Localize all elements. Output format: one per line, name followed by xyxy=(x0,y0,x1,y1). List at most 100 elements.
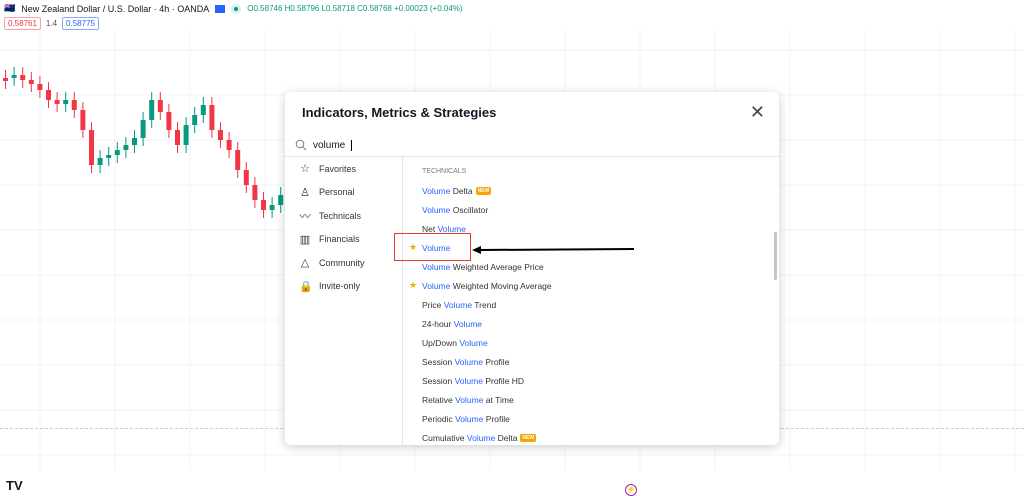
lightning-icon[interactable]: ⚡ xyxy=(625,484,637,496)
item-prefix: 24-hour xyxy=(422,318,454,329)
candle xyxy=(71,100,77,110)
item-prefix: Net xyxy=(422,223,438,234)
category-label: Technicals xyxy=(319,210,362,221)
indicator-item[interactable]: Net Volume xyxy=(404,219,779,238)
favorite-star-icon[interactable]: ★ xyxy=(409,242,418,252)
candle xyxy=(166,112,172,130)
category-community[interactable]: △ Community xyxy=(285,251,402,275)
category-personal[interactable]: ♙ Personal xyxy=(285,181,402,205)
item-match: Volume xyxy=(459,337,488,348)
item-match: Volume xyxy=(466,432,496,443)
star-icon: ☆ xyxy=(300,163,310,176)
item-match: Volume xyxy=(422,242,451,253)
indicator-item[interactable]: Volume Weighted Average Price xyxy=(404,257,779,276)
item-prefix: Price xyxy=(422,299,444,310)
search-icon xyxy=(295,139,307,151)
item-prefix: Up/Down xyxy=(422,337,460,348)
item-suffix: Profile xyxy=(483,413,510,424)
candle xyxy=(89,130,94,165)
sell-button[interactable]: 0.58761 xyxy=(4,17,41,30)
item-match: Volume xyxy=(437,223,466,234)
category-label: Invite-only xyxy=(319,281,361,292)
candle xyxy=(114,150,120,155)
item-match: Volume xyxy=(422,185,451,196)
item-suffix: Delta xyxy=(450,185,473,196)
item-match: Volume xyxy=(443,299,473,310)
item-match: Volume xyxy=(454,356,483,367)
buy-button[interactable]: 0.58775 xyxy=(62,17,99,30)
item-suffix: at Time xyxy=(483,394,514,405)
candle xyxy=(46,90,51,100)
indicator-item[interactable]: Cumulative Volume Delta NEW xyxy=(404,428,779,445)
highlight-box xyxy=(394,233,471,261)
divider xyxy=(285,156,779,157)
indicator-item[interactable]: Session Volume Profile xyxy=(404,352,779,371)
item-prefix: Session xyxy=(422,375,455,386)
item-match: Volume xyxy=(422,261,451,272)
category-label: Community xyxy=(319,257,365,268)
new-badge: NEW xyxy=(475,186,492,195)
tradingview-logo[interactable]: TV xyxy=(6,478,23,493)
candle xyxy=(54,100,60,104)
indicator-item[interactable]: ★ Volume Weighted Moving Average xyxy=(404,276,779,295)
candle xyxy=(157,100,163,112)
indicator-item[interactable]: Volume Delta NEW xyxy=(404,181,779,200)
indicator-item[interactable]: Relative Volume at Time xyxy=(404,390,779,409)
indicator-item[interactable]: ★ Volume xyxy=(404,238,779,257)
user-icon: ♙ xyxy=(300,186,310,199)
close-icon[interactable]: ✕ xyxy=(749,102,765,122)
symbol-header: 🇳🇿 New Zealand Dollar / U.S. Dollar · 4h… xyxy=(4,3,463,14)
indicators-dialog: Indicators, Metrics & Strategies ✕ volum… xyxy=(285,92,779,445)
new-badge: NEW xyxy=(520,433,537,442)
candle xyxy=(235,150,241,170)
search-input[interactable]: volume xyxy=(313,139,346,151)
candle xyxy=(63,100,69,104)
item-prefix: Periodic xyxy=(422,413,456,424)
mountain-icon: △ xyxy=(300,257,310,270)
item-match: Volume xyxy=(454,375,483,386)
item-suffix: Weighted Moving Average xyxy=(450,280,552,291)
bookmark-icon[interactable] xyxy=(215,4,226,13)
candle xyxy=(175,130,180,145)
candle xyxy=(28,80,34,84)
search-bar[interactable]: volume xyxy=(295,136,769,154)
lock-icon: 🔒 xyxy=(299,280,313,293)
candle xyxy=(261,200,266,210)
candle xyxy=(252,185,258,200)
candle xyxy=(123,145,129,150)
category-invite-only[interactable]: 🔒 Invite-only xyxy=(285,275,402,299)
candle xyxy=(106,155,112,158)
market-open-icon xyxy=(231,3,242,14)
arrow-annotation xyxy=(472,246,635,254)
symbol-title[interactable]: New Zealand Dollar / U.S. Dollar · 4h · … xyxy=(21,3,210,14)
item-suffix: Weighted Average Price xyxy=(450,261,544,272)
item-match: Volume xyxy=(455,413,484,424)
indicator-item[interactable]: Up/Down Volume xyxy=(404,333,779,352)
indicator-item[interactable]: Price Volume Trend xyxy=(404,295,779,314)
indicator-item[interactable]: Periodic Volume Profile xyxy=(404,409,779,428)
category-list: ☆ Favorites ♙ Personal 〰 Technicals ▥ Financial… xyxy=(285,157,403,445)
indicator-item[interactable]: Volume Oscillator xyxy=(404,200,779,219)
candle xyxy=(11,75,17,78)
candle xyxy=(20,75,26,80)
candle xyxy=(278,195,284,205)
candle xyxy=(209,105,215,130)
candle xyxy=(37,84,43,90)
flag-icon: 🇳🇿 xyxy=(4,3,16,13)
favorite-star-icon[interactable]: ★ xyxy=(409,280,418,290)
category-label: Financials xyxy=(319,234,360,245)
candle xyxy=(149,100,155,120)
item-suffix: Profile HD xyxy=(482,375,525,386)
category-technicals[interactable]: 〰 Technicals xyxy=(285,204,402,228)
category-favorites[interactable]: ☆ Favorites xyxy=(285,157,402,181)
category-financials[interactable]: ▥ Financials xyxy=(285,228,402,252)
scrollbar[interactable] xyxy=(774,232,777,280)
candle xyxy=(243,170,249,185)
indicator-item[interactable]: 24-hour Volume xyxy=(404,314,779,333)
candle xyxy=(140,120,146,138)
item-prefix: Session xyxy=(422,356,455,367)
dialog-title: Indicators, Metrics & Strategies xyxy=(302,105,497,120)
candle xyxy=(218,130,223,140)
item-match: Volume xyxy=(422,280,451,291)
indicator-item[interactable]: Session Volume Profile HD xyxy=(404,371,779,390)
